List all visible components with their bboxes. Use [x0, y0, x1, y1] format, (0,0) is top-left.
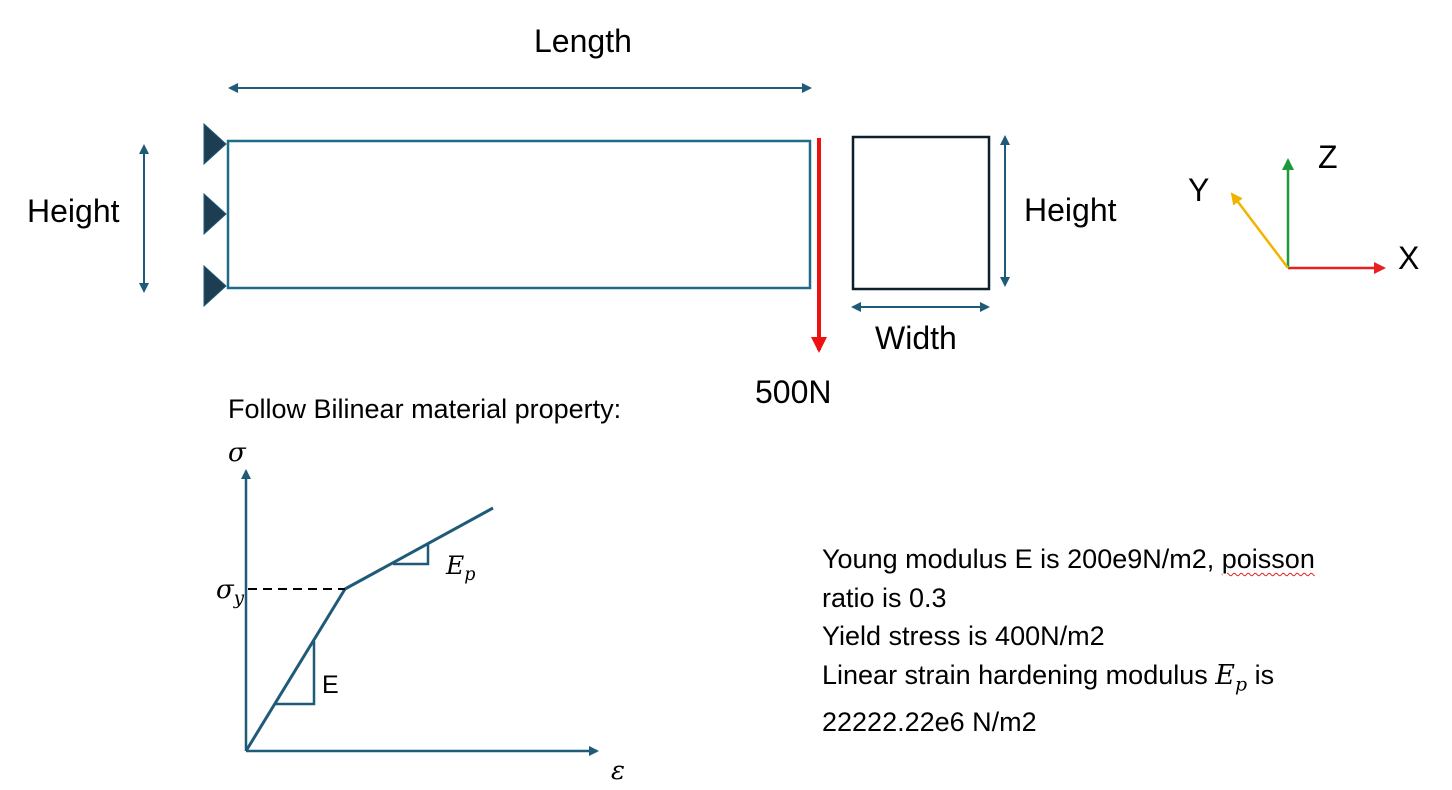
beam-height-label: Height	[27, 193, 120, 229]
x-axis-label: X	[1398, 240, 1420, 276]
yield-stress-subscript: y	[233, 588, 245, 610]
y-axis-arrow	[1230, 192, 1289, 269]
props-line-2: ratio is 0.3	[822, 582, 947, 613]
props-line-4-symbol: E	[1215, 659, 1235, 691]
elastic-segment	[244, 588, 347, 752]
props-line-4: Linear strain hardening modulus Ep is	[822, 656, 1402, 704]
props-line-3: Yield stress is 400N/m2	[822, 621, 1105, 651]
props-line-5: 22222.22e6 N/m2	[822, 707, 1037, 738]
elastic-modulus-label: E	[322, 671, 339, 699]
props-line-4a: Linear strain hardening modulus	[822, 659, 1216, 690]
props-line-4-subscript: p	[1234, 672, 1248, 695]
cross-section	[851, 135, 991, 291]
strain-axis-symbol: ε	[611, 756, 625, 786]
plastic-modulus-subscript: p	[464, 565, 476, 585]
fixed-support	[203, 122, 227, 308]
props-line-1a: Young modulus E is 200e9N/m2,	[822, 544, 1222, 574]
support-triangle-bottom	[203, 264, 227, 308]
material-heading: Follow Bilinear material property:	[228, 394, 622, 424]
section-height-label: Height	[1024, 192, 1117, 228]
props-line-1b: poisson	[1221, 544, 1315, 574]
coordinate-system	[1230, 158, 1386, 274]
section-width-label: Width	[875, 320, 957, 356]
props-line-1: Young modulus E is 200e9N/m2, poisson	[822, 540, 1402, 579]
support-triangle-middle	[203, 192, 227, 236]
beam-body	[226, 139, 812, 290]
material-properties-text: Young modulus E is 200e9N/m2, poisson ra…	[822, 540, 1402, 742]
support-triangle-top	[203, 122, 227, 166]
length-label: Length	[534, 23, 632, 59]
plastic-modulus-label: Ep	[446, 553, 475, 585]
props-line-4b: is	[1247, 659, 1275, 690]
load-label: 500N	[755, 374, 832, 410]
stress-axis-symbol: σ	[228, 438, 246, 468]
z-axis-label: Z	[1318, 139, 1338, 175]
plastic-modulus-symbol: E	[446, 551, 465, 580]
elastic-slope-triangle	[275, 641, 316, 706]
yield-stress-sigma: σ	[216, 575, 234, 605]
y-axis-label: Y	[1188, 172, 1210, 208]
yield-stress-symbol: σy	[216, 577, 244, 608]
plastic-slope-triangle	[393, 543, 430, 566]
plastic-segment	[344, 506, 494, 591]
stress-strain-graph	[241, 469, 599, 756]
